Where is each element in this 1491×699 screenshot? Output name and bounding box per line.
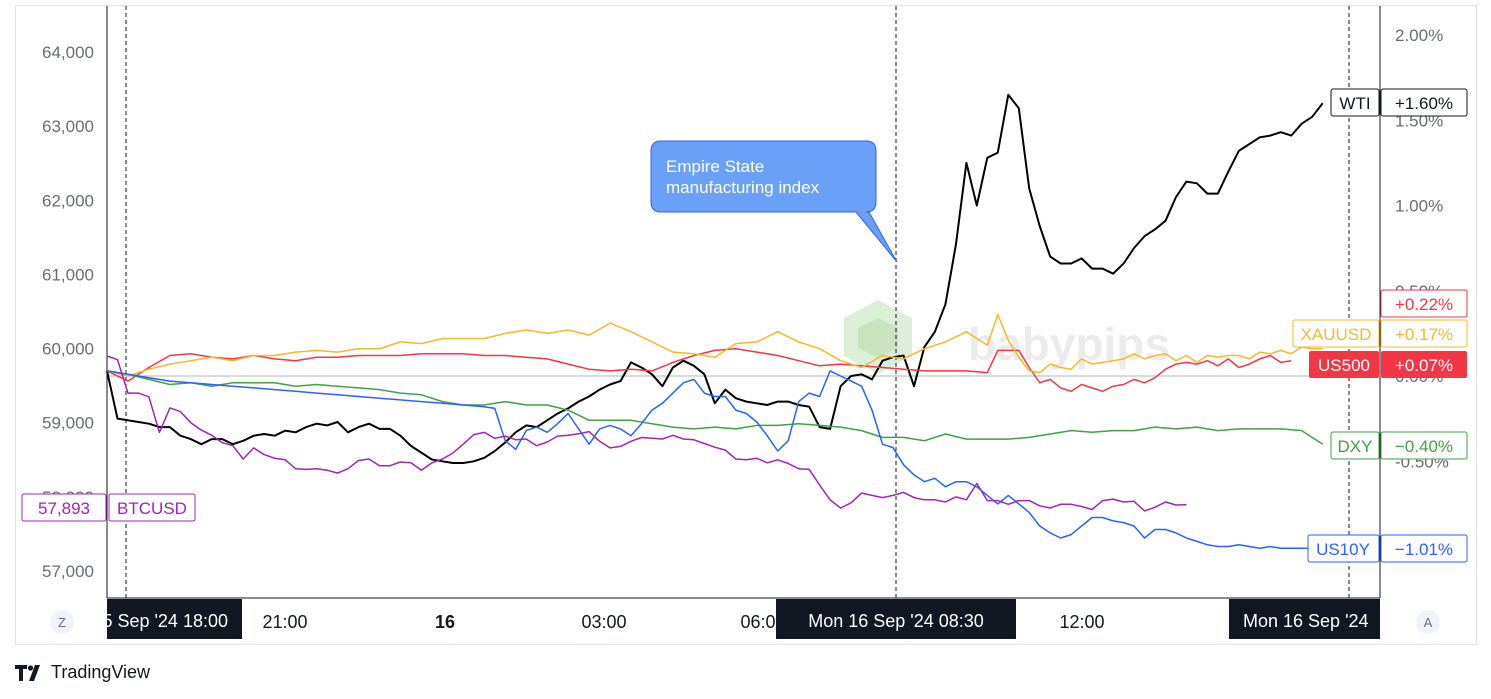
tag-wti-value-box [1380, 88, 1468, 117]
left-price-axis[interactable]: 64,00063,00062,00061,00060,00059,00058,0… [42, 43, 94, 581]
time-highlight-end-box [1229, 599, 1380, 639]
watermark: babypips [844, 300, 1170, 374]
tag-wti-value: +1.60% [1395, 94, 1453, 113]
tag-dxy-name-box [1330, 431, 1380, 460]
tag-us500-name-box [1309, 351, 1379, 378]
annotation-callout[interactable]: Empire State manufacturing index [650, 140, 898, 263]
left-axis-tick: 62,000 [42, 191, 94, 210]
tradingview-brand-name: TradingView [51, 662, 151, 682]
series-line-dxy[interactable] [106, 370, 1324, 445]
tag-us500-top-value: +0.22% [1395, 295, 1453, 314]
tag-us500-top[interactable]: +0.22% [1380, 289, 1468, 318]
tag-us10y-value-box [1380, 534, 1468, 563]
tag-xau-value: +0.17% [1395, 325, 1453, 344]
left-axis-tick: 60,000 [42, 340, 94, 359]
tag-us500-value-box [1381, 351, 1467, 378]
tag-dxy-value: −0.40% [1395, 437, 1453, 456]
series-line-btcusd[interactable] [106, 355, 1187, 512]
time-highlight-event-box [776, 599, 1016, 639]
tag-btc-name: BTCUSD [117, 499, 187, 518]
time-highlights: Sun 15 Sep '24 18:00 Mon 16 Sep '24 08:3… [55, 599, 1380, 639]
tag-dxy-name: DXY [1338, 437, 1373, 456]
tag-btcusd[interactable]: 57,893 BTCUSD [21, 493, 196, 522]
series-line-us10y[interactable] [106, 370, 1323, 549]
time-axis-tick: 12:00 [1059, 612, 1104, 632]
left-axis-tick: 64,000 [42, 43, 94, 62]
tag-xau-value-box [1380, 319, 1468, 348]
left-axis-tick: 63,000 [42, 117, 94, 136]
left-axis-tick: 61,000 [42, 265, 94, 284]
tag-dxy[interactable]: DXY −0.40% [1330, 431, 1468, 460]
series-line-us500[interactable] [106, 347, 1292, 393]
time-highlight-start: Sun 15 Sep '24 18:00 [55, 611, 228, 631]
chart-frame [15, 5, 1477, 645]
auto-scale-button-bg [1416, 610, 1440, 634]
tag-us500-name: US500 [1318, 356, 1370, 375]
tag-btc-name-box [108, 493, 196, 522]
tag-xauusd[interactable]: XAUUSD +0.17% [1292, 319, 1468, 348]
tag-us10y-name: US10Y [1316, 540, 1370, 559]
time-axis-tick: 03:00 [581, 612, 626, 632]
auto-scale-button-label: A [1424, 615, 1433, 630]
left-scale-button[interactable]: Z [50, 610, 74, 634]
left-scale-button-label: Z [58, 615, 66, 630]
time-axis-tick: 21:00 [262, 612, 307, 632]
tag-btc-value-box [21, 493, 107, 522]
right-axis-tick: 1.00% [1395, 197, 1443, 216]
auto-scale-button[interactable]: A [1416, 610, 1440, 634]
left-axis-tick: 57,000 [42, 562, 94, 581]
left-scale-button-bg [50, 610, 74, 634]
tag-us10y-value: −1.01% [1395, 540, 1453, 559]
time-axis-tick: 06:00 [740, 612, 785, 632]
tag-us500[interactable]: US500 +0.07% [1309, 351, 1467, 378]
callout-line1: Empire State [666, 157, 764, 176]
series-lines [106, 93, 1324, 549]
time-highlight-end: Mon 16 Sep '24 [1243, 611, 1369, 631]
watermark-hex-inner-icon [858, 318, 898, 358]
tag-us500-top-box [1380, 289, 1468, 318]
tag-wti[interactable]: WTI +1.60% [1330, 88, 1468, 117]
callout-bubble [650, 140, 898, 263]
tag-us10y-name-box [1307, 534, 1380, 563]
chart-canvas[interactable]: babypips 64,000 63,000 62,000 61,000 60,000 5… [0, 0, 1491, 660]
watermark-text: babypips [968, 318, 1170, 370]
tag-wti-name-box [1330, 88, 1380, 117]
tag-dxy-value-box [1380, 431, 1468, 460]
tradingview-brand[interactable]: TradingView [15, 662, 150, 683]
time-axis[interactable]: 21:00 16 03:00 06:00 12:00 [262, 612, 1104, 632]
series-line-xauusd[interactable] [106, 313, 1323, 377]
tag-wti-name: WTI [1339, 94, 1370, 113]
series-line-wti[interactable] [106, 93, 1324, 464]
tag-xau-name: XAUUSD [1301, 325, 1372, 344]
tag-btc-value: 57,893 [38, 499, 90, 518]
time-axis-tick: 16 [435, 612, 455, 632]
tag-xau-name-box [1292, 319, 1380, 348]
time-highlight-event: Mon 16 Sep '24 08:30 [808, 611, 984, 631]
callout-line2: manufacturing index [666, 178, 820, 197]
tag-us500-value: +0.07% [1395, 356, 1453, 375]
right-axis-tick: 2.00% [1395, 26, 1443, 45]
tag-us10y[interactable]: US10Y −1.01% [1307, 534, 1468, 563]
left-axis-tick: 59,000 [42, 414, 94, 433]
tradingview-logo-icon [15, 664, 40, 681]
time-highlight-start-box [107, 599, 242, 639]
